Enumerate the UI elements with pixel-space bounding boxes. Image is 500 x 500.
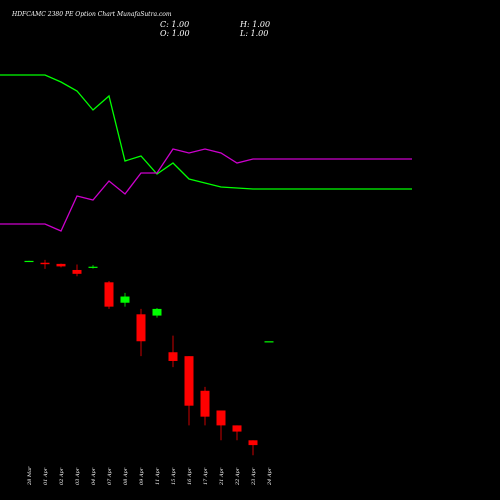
candle-22-apr	[232, 425, 242, 441]
candle-body	[120, 296, 130, 303]
open-readout: O: 1.00	[160, 29, 190, 38]
candle-body	[104, 282, 114, 307]
candle-body	[200, 390, 210, 417]
candle-body	[168, 352, 178, 361]
candle-body	[248, 440, 258, 446]
candle-body	[136, 314, 146, 342]
candle-body	[152, 308, 162, 316]
candle-body	[264, 341, 274, 343]
candle-17-apr	[200, 386, 210, 426]
x-tick-label: 24 Apr	[267, 467, 273, 486]
candle-15-apr	[168, 335, 178, 368]
candle-08-apr	[120, 292, 130, 307]
x-tick-label: 21 Apr	[219, 467, 225, 486]
candles	[24, 259, 274, 456]
low-readout: L: 1.00	[239, 29, 268, 38]
magenta-indicator-line	[0, 148, 412, 232]
x-tick-label: 09 Apr	[139, 467, 145, 485]
candle-03-apr	[72, 264, 82, 277]
x-axis-ticks: 28 Mar 01 Apr 02 Apr 03 Apr 04 Apr 07 Apr 08 A…	[27, 466, 273, 486]
indicator-lines	[0, 74, 412, 232]
x-tick-label: 04 Apr	[91, 467, 97, 485]
candle-24-apr	[264, 341, 274, 343]
candle-body	[88, 266, 98, 268]
candle-body	[216, 410, 226, 426]
candle-07-apr	[104, 280, 114, 309]
candle-04-apr	[88, 265, 98, 269]
x-tick-label: 07 Apr	[107, 467, 113, 485]
x-tick-label: 01 Apr	[43, 467, 49, 485]
green-indicator-line	[0, 74, 412, 190]
candle-11-apr	[152, 307, 162, 318]
x-tick-label: 28 Mar	[27, 466, 33, 486]
x-tick-label: 11 Apr	[155, 467, 161, 485]
candle-28-mar	[24, 260, 34, 263]
x-tick-label: 02 Apr	[59, 467, 65, 485]
x-tick-label: 03 Apr	[75, 467, 81, 485]
candle-body	[40, 262, 50, 265]
candle-body	[24, 260, 34, 263]
x-tick-label: 16 Apr	[187, 467, 193, 485]
candle-16-apr	[184, 356, 194, 426]
candle-body	[56, 263, 66, 267]
candle-body	[72, 269, 82, 274]
candle-02-apr	[56, 263, 66, 268]
chart-title: HDFCAMC 2380 PE Option Chart MunafaSutra…	[11, 11, 172, 18]
x-tick-label: 08 Apr	[123, 467, 129, 485]
candle-01-apr	[40, 259, 50, 269]
x-tick-label: 22 Apr	[235, 467, 241, 486]
candle-body	[232, 425, 242, 432]
candle-09-apr	[136, 308, 146, 357]
candle-body	[184, 356, 194, 406]
x-tick-label: 23 Apr	[251, 467, 257, 486]
x-tick-label: 17 Apr	[203, 467, 209, 485]
candle-21-apr	[216, 410, 226, 441]
close-readout: C: 1.00	[160, 20, 189, 29]
x-tick-label: 15 Apr	[171, 467, 177, 485]
candle-23-apr	[248, 440, 258, 456]
high-readout: H: 1.00	[239, 20, 270, 29]
